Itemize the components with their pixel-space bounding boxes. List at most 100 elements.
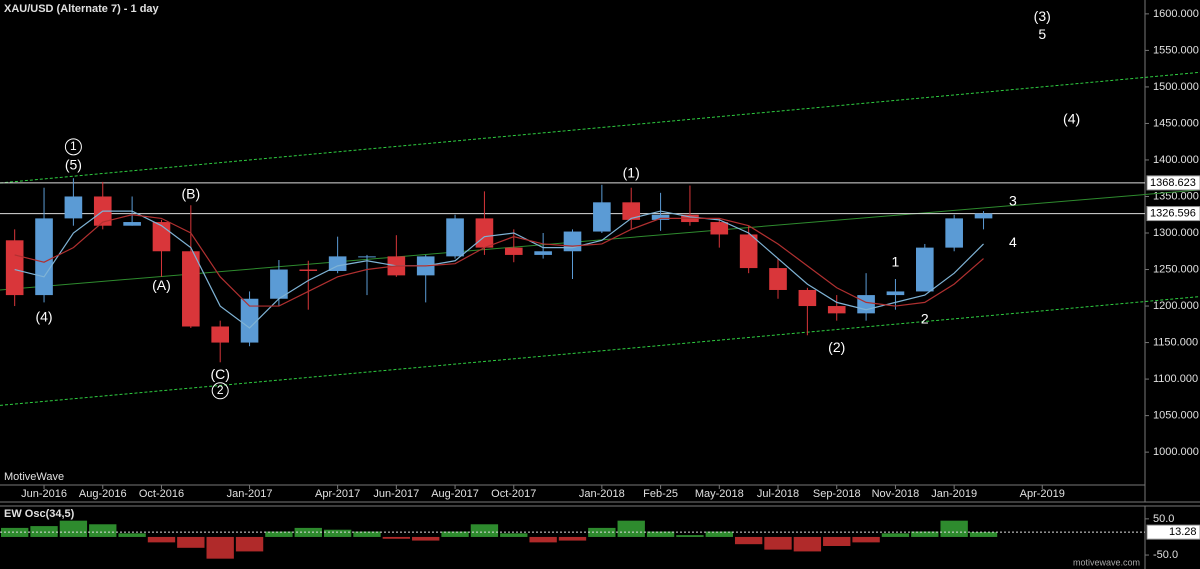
candle-body: [35, 218, 53, 296]
osc-bar: [412, 536, 440, 541]
y-tick-label: 50.0: [1153, 513, 1174, 525]
osc-bar: [881, 533, 910, 537]
candle-body: [651, 214, 670, 220]
candle-body: [886, 291, 905, 296]
osc-bar: [441, 531, 469, 537]
wave-label: (A): [152, 277, 171, 293]
osc-bar: [30, 526, 58, 537]
osc-bar: [529, 536, 557, 543]
x-tick-label: Jun-2016: [21, 488, 67, 500]
trendline: [0, 296, 1200, 406]
y-tick-label: 1350.000: [1153, 190, 1199, 202]
osc-title: EW Osc(34,5): [4, 508, 75, 520]
x-tick-label: Aug-2017: [431, 488, 479, 500]
y-tick-label: 1150.000: [1153, 336, 1198, 348]
candle-body: [270, 269, 288, 299]
osc-bar: [89, 524, 117, 537]
candle-body: [475, 218, 494, 248]
osc-bar: [617, 520, 645, 537]
osc-bar: [734, 536, 763, 545]
candle-body: [182, 251, 200, 327]
y-tick-label: 1100.000: [1153, 373, 1198, 385]
wave-label: (3): [1034, 8, 1051, 24]
wave-label: (1): [623, 165, 640, 181]
osc-box: [1146, 524, 1200, 540]
candle-body: [446, 218, 464, 257]
x-tick-label: Feb-25: [643, 488, 678, 500]
candle-body: [739, 234, 758, 269]
osc-bar: [558, 536, 587, 541]
wave-label: 3: [1009, 192, 1017, 208]
x-tick-label: Jun-2017: [373, 488, 419, 500]
candle-body: [299, 269, 318, 271]
wave-label: 1: [892, 254, 900, 270]
price-box-label: 1326.596: [1150, 207, 1196, 219]
wave-label: (5): [65, 157, 82, 173]
osc-bar: [323, 529, 352, 537]
osc-bar: [676, 535, 704, 537]
wave-circle: [211, 382, 229, 400]
osc-bar: [764, 536, 792, 550]
osc-bar: [147, 536, 176, 543]
candle-body: [974, 213, 993, 219]
trendline: [0, 71, 1200, 184]
y-tick-label: 1450.000: [1153, 117, 1199, 129]
candle-body: [5, 240, 24, 296]
wave-label: 2: [921, 311, 929, 327]
candle-body: [534, 251, 552, 255]
osc-bar: [969, 532, 998, 537]
price-box: [1146, 206, 1200, 222]
osc-bar: [1, 527, 29, 537]
osc-bar: [852, 536, 880, 543]
x-tick-label: Apr-2019: [1020, 488, 1065, 500]
y-tick-label: 1550.000: [1153, 44, 1199, 56]
osc-bar: [59, 520, 88, 537]
candle-body: [593, 202, 611, 232]
osc-bar: [646, 531, 675, 537]
price-box-label: 1368.623: [1150, 177, 1196, 189]
y-tick-label: 1200.000: [1153, 300, 1199, 312]
wave-label: (4): [35, 308, 52, 324]
candle-body: [945, 218, 963, 248]
osc-bar: [235, 536, 264, 552]
candle-body: [857, 295, 875, 314]
x-tick-label: Apr-2017: [315, 488, 360, 500]
price-box: [1146, 175, 1200, 191]
y-tick-label: 1000.000: [1153, 446, 1199, 458]
watermark: motivewave.com: [1073, 557, 1140, 567]
wave-circle: [64, 138, 82, 156]
wave-label: (2): [828, 339, 845, 355]
osc-bar: [793, 536, 822, 552]
candle-body: [123, 222, 141, 226]
x-tick-label: Jan-2018: [579, 488, 625, 500]
osc-box-label: 13.28: [1169, 526, 1197, 538]
moving-average: [14, 210, 984, 329]
wave-label: 5: [1038, 26, 1046, 42]
osc-bar: [265, 531, 293, 537]
x-tick-label: Aug-2016: [79, 488, 127, 500]
osc-bar: [118, 533, 146, 537]
candle-body: [622, 202, 641, 220]
osc-bar: [382, 536, 411, 539]
wave-label: (4): [1063, 110, 1080, 126]
osc-bar: [353, 531, 381, 537]
wave-label: (B): [181, 186, 200, 202]
candle-body: [798, 289, 817, 307]
trendline: [0, 189, 1200, 291]
y-tick-label: 1500.000: [1153, 81, 1199, 93]
y-tick-label: 1400.000: [1153, 154, 1199, 166]
y-tick-label: 1250.000: [1153, 263, 1199, 275]
candle-body: [504, 247, 523, 255]
x-tick-label: Oct-2016: [139, 488, 184, 500]
x-tick-label: Oct-2017: [491, 488, 536, 500]
candle-body: [328, 256, 347, 271]
wave-label: 2: [217, 383, 224, 397]
candle-body: [563, 231, 582, 252]
osc-bar: [940, 520, 968, 537]
osc-bar: [206, 536, 234, 559]
y-tick-label: 1300.000: [1153, 227, 1199, 239]
candle-body: [827, 306, 846, 314]
x-tick-label: Jan-2017: [227, 488, 273, 500]
